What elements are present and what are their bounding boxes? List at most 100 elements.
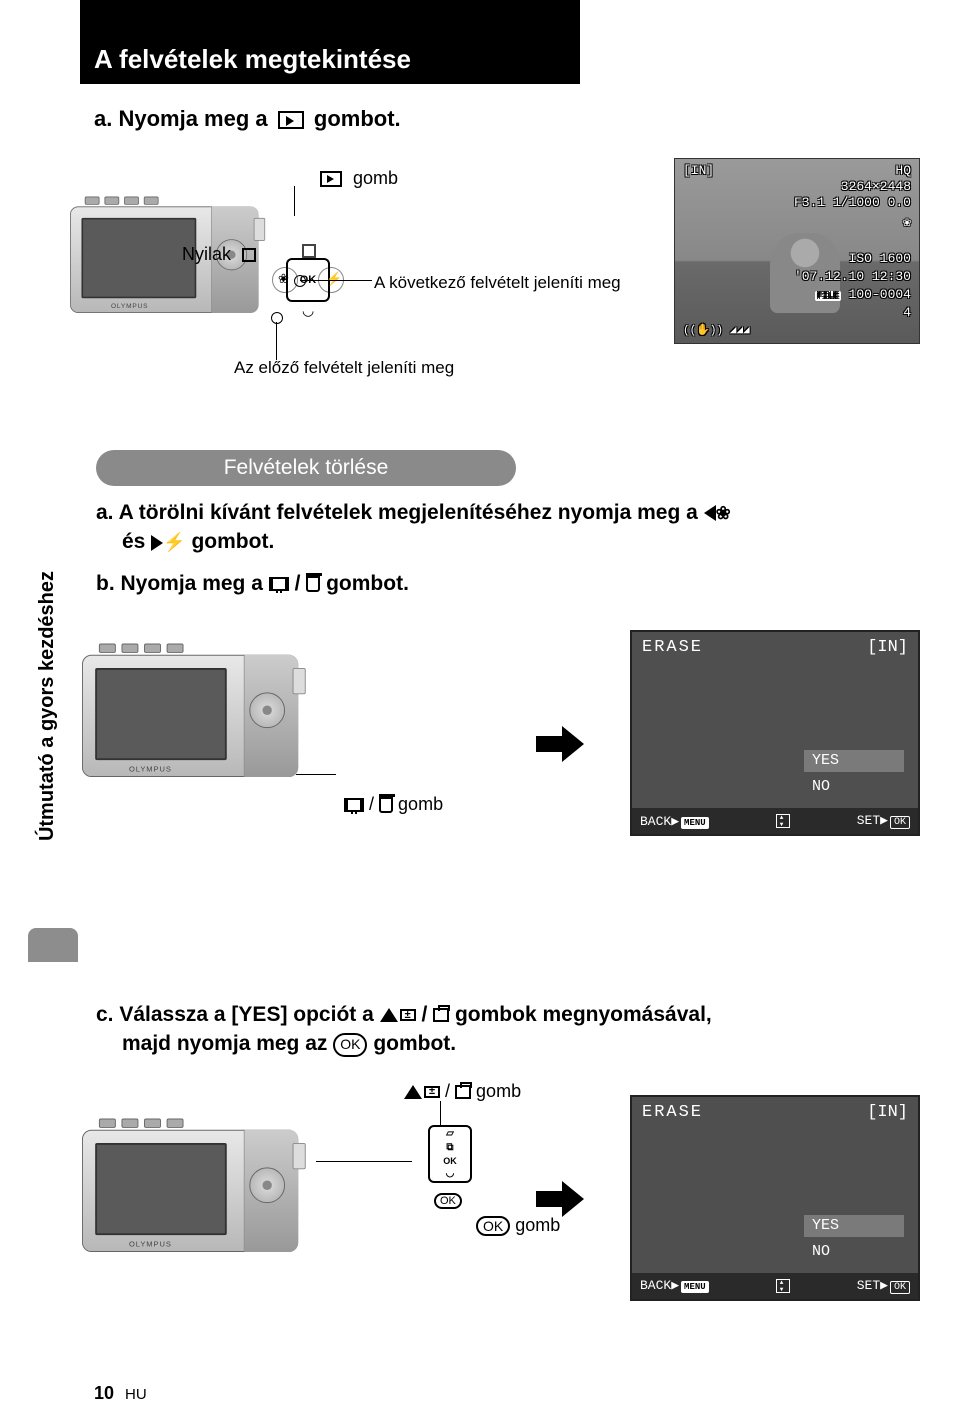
step-b-suffix: gombot. (326, 572, 409, 595)
cam-btn (121, 1118, 138, 1127)
lcd-set: SET▶OK (857, 1278, 910, 1294)
cam-btn (144, 644, 161, 653)
lcd-footer: BACK▶MENU SET▶OK (632, 808, 918, 834)
ok-button-icon: OK (476, 1216, 510, 1236)
lcd-option-no[interactable]: NO (804, 1241, 904, 1263)
nyilak-label: Nyilak (182, 244, 256, 265)
preview-file-num: 100-0004 (849, 287, 911, 302)
lcd-updown-icon (776, 814, 790, 828)
playback-icon (278, 111, 304, 129)
lcd-in: [IN] (867, 1103, 908, 1122)
cam-btn (104, 197, 119, 205)
dpad-print-icon: ▱ (446, 1128, 454, 1139)
step-a2: a. A törölni kívánt felvételek megjelení… (96, 498, 920, 557)
step-b: b. Nyomja meg a / gombot. (96, 569, 920, 598)
main-content: a. Nyomja meg a gombot. OLYMPUS gomb Nyi… (94, 106, 920, 388)
step-c-part2: gombok megnyomásával, (455, 1003, 712, 1026)
arrow-icon (536, 726, 586, 762)
step-a-text: a. Nyomja meg a gombot. (94, 106, 920, 132)
lcd-footer: BACK▶MENU SET▶OK (632, 1273, 918, 1299)
trash-icon (379, 797, 393, 813)
cam-btn (144, 197, 159, 205)
cam-btn (99, 644, 116, 653)
camera-illustration-3: OLYMPUS (82, 1111, 298, 1252)
dpad-small-diagram: ▱ ⧉ OK ◡ OK (416, 1125, 486, 1215)
nyilak-text: Nyilak (182, 244, 231, 264)
lcd-back: BACK▶MENU (640, 1278, 709, 1293)
preview-flower-icon: ❀ (903, 215, 911, 230)
header-title: A felvételek megtekintése (94, 44, 411, 74)
trash-icon (306, 576, 320, 592)
lcd-in: [IN] (867, 638, 908, 657)
step-a2-part2: és (122, 530, 145, 553)
gomb-label-text: gomb (353, 168, 398, 188)
lcd-erase-1: ERASE [IN] YES NO BACK▶MENU SET▶OK (630, 630, 920, 836)
preview-resolution: 3264×2448 (841, 179, 911, 194)
preview-stabilizer-icon: ((✋)) ◢◢◢ (683, 323, 750, 337)
preview-in-badge: [IN] (683, 163, 714, 178)
lcd-option-yes[interactable]: YES (804, 750, 904, 772)
step-c-part3: majd nyomja meg az (122, 1032, 327, 1055)
gomb-callout-4: OK gomb (476, 1215, 560, 1236)
leader-line (300, 280, 372, 281)
ok-oval-small: OK (434, 1193, 462, 1209)
preview-iso: ISO 1600 (849, 251, 911, 266)
leader-line (276, 322, 277, 360)
step-c-text: c. Válassza a [YES] opciót a / gombok me… (96, 1000, 920, 1059)
next-recording-label: A következő felvételt jeleníti meg (374, 273, 621, 293)
leader-line (440, 1101, 441, 1125)
gomb-callout-2-text: gomb (398, 794, 443, 814)
camera-logo: OLYMPUS (111, 302, 148, 309)
dpad-right-icon: ⚡ (326, 271, 342, 287)
leader-line (294, 186, 295, 216)
leader-line (316, 1161, 412, 1162)
row-1: OLYMPUS gomb Nyilak ❀ OK ⚡ A következő f… (94, 168, 920, 388)
lcd-set: SET▶OK (857, 813, 910, 829)
camera-illustration-2: OLYMPUS (82, 636, 298, 777)
camera-side (293, 668, 306, 694)
flash-icon: ⚡ (163, 530, 185, 555)
ok-button-icon: OK (333, 1033, 367, 1057)
camera-top-buttons (99, 1118, 184, 1127)
row-3: OLYMPUS / gomb ▱ ⧉ OK ◡ OK OK gomb ERASE (96, 1081, 920, 1311)
step-c-part4: gombot. (373, 1032, 456, 1055)
delete-pill: Felvételek törlése (96, 450, 516, 486)
step-c-part1: c. Válassza a [YES] opciót a (96, 1003, 374, 1026)
lcd-updown-icon (776, 1279, 790, 1293)
macro-icon: ❀ (716, 501, 731, 526)
page-number: 10 (94, 1383, 114, 1403)
up-arrow-icon (404, 1085, 422, 1099)
cam-btn (124, 197, 139, 205)
file-badge: FILE (815, 291, 841, 301)
photo-preview-screen: [IN] HQ 3264×2448 F3.1 1/1000 0.0 ❀ ISO … (674, 158, 920, 344)
left-arrow-icon (704, 505, 716, 521)
dpad-small-ok: OK (443, 1156, 457, 1166)
slash: / (369, 794, 379, 814)
leader-line (296, 774, 336, 775)
print-icon (433, 1008, 449, 1022)
gomb-label: gomb (320, 168, 398, 189)
slash: / (295, 572, 307, 595)
playback-icon (320, 171, 342, 187)
side-tab-text: Útmutató a gyors kezdéshez (36, 571, 58, 841)
gomb4-text: gomb (515, 1215, 560, 1235)
preview-date: '07.12.10 12:30 (794, 269, 911, 284)
camera-dpad (249, 693, 285, 729)
delete-pill-text: Felvételek törlése (224, 456, 389, 479)
menu-badge: MENU (681, 1281, 709, 1293)
print-icon (455, 1085, 471, 1099)
preview-count: 4 (903, 305, 911, 320)
camera-screen (95, 1143, 227, 1235)
cam-btn (121, 644, 138, 653)
cam-btn (167, 644, 184, 653)
step-a-prefix: a. Nyomja meg a (94, 106, 268, 131)
step-a2-part3: gombot. (191, 530, 274, 553)
slash: / (421, 1003, 433, 1026)
lcd-option-yes[interactable]: YES (804, 1215, 904, 1237)
cam-btn (144, 1118, 161, 1127)
camera-logo: OLYMPUS (129, 765, 172, 773)
dpad-up-icon (302, 244, 316, 258)
lcd-option-no[interactable]: NO (804, 776, 904, 798)
page-footer: 10 HU (94, 1383, 147, 1404)
exposure-icon (424, 1086, 440, 1098)
